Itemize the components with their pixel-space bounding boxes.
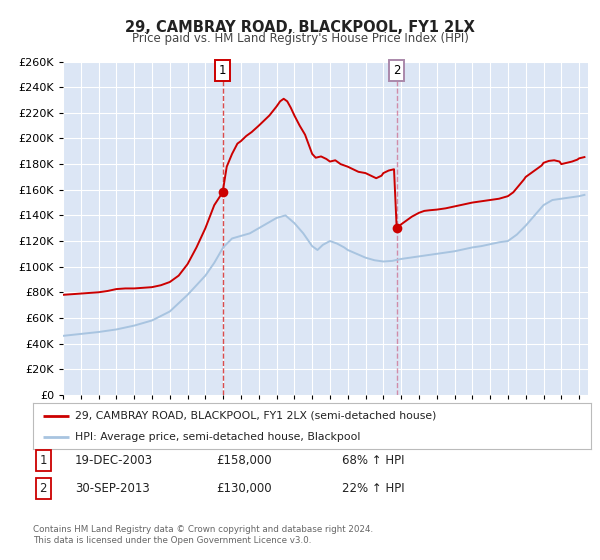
Text: 2: 2 <box>40 482 47 495</box>
Text: 68% ↑ HPI: 68% ↑ HPI <box>342 454 404 467</box>
Text: 1: 1 <box>40 454 47 467</box>
Text: Contains HM Land Registry data © Crown copyright and database right 2024.: Contains HM Land Registry data © Crown c… <box>33 525 373 534</box>
Text: 30-SEP-2013: 30-SEP-2013 <box>75 482 150 495</box>
Text: This data is licensed under the Open Government Licence v3.0.: This data is licensed under the Open Gov… <box>33 536 311 545</box>
Text: Price paid vs. HM Land Registry's House Price Index (HPI): Price paid vs. HM Land Registry's House … <box>131 32 469 45</box>
Text: 22% ↑ HPI: 22% ↑ HPI <box>342 482 404 495</box>
Text: 29, CAMBRAY ROAD, BLACKPOOL, FY1 2LX (semi-detached house): 29, CAMBRAY ROAD, BLACKPOOL, FY1 2LX (se… <box>75 410 436 421</box>
Text: 2: 2 <box>393 64 400 77</box>
Text: HPI: Average price, semi-detached house, Blackpool: HPI: Average price, semi-detached house,… <box>75 432 360 442</box>
Text: 1: 1 <box>219 64 226 77</box>
Text: £130,000: £130,000 <box>216 482 272 495</box>
Text: £158,000: £158,000 <box>216 454 272 467</box>
Text: 29, CAMBRAY ROAD, BLACKPOOL, FY1 2LX: 29, CAMBRAY ROAD, BLACKPOOL, FY1 2LX <box>125 20 475 35</box>
Text: 19-DEC-2003: 19-DEC-2003 <box>75 454 153 467</box>
